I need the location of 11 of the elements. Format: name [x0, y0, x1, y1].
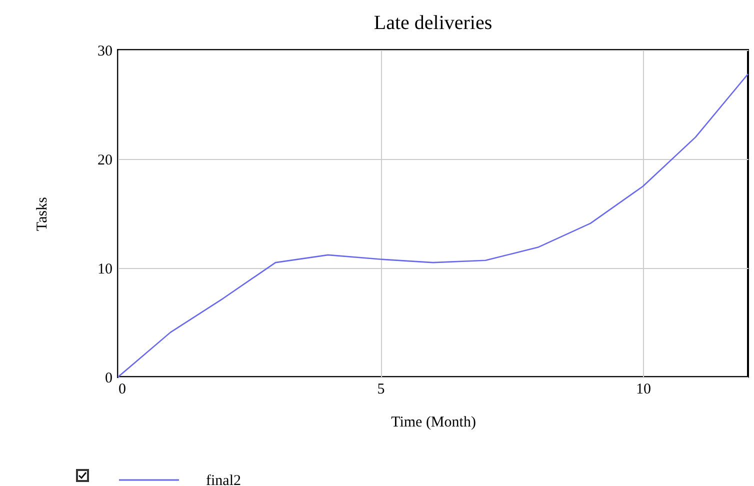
y-tick-label: 0 [105, 370, 112, 386]
x-tick-label: 5 [377, 382, 385, 398]
y-tick-label: 10 [98, 262, 112, 278]
x-tick-label: 10 [636, 382, 651, 398]
chart-title: Late deliveries [374, 12, 492, 34]
x-tick-label: 0 [118, 382, 126, 398]
y-axis-title: Tasks [34, 196, 50, 231]
x-axis-title: Time (Month) [391, 414, 476, 430]
legend-label: final2 [206, 473, 241, 486]
y-tick-label: 20 [98, 152, 112, 168]
y-tick-label: 30 [98, 44, 112, 60]
